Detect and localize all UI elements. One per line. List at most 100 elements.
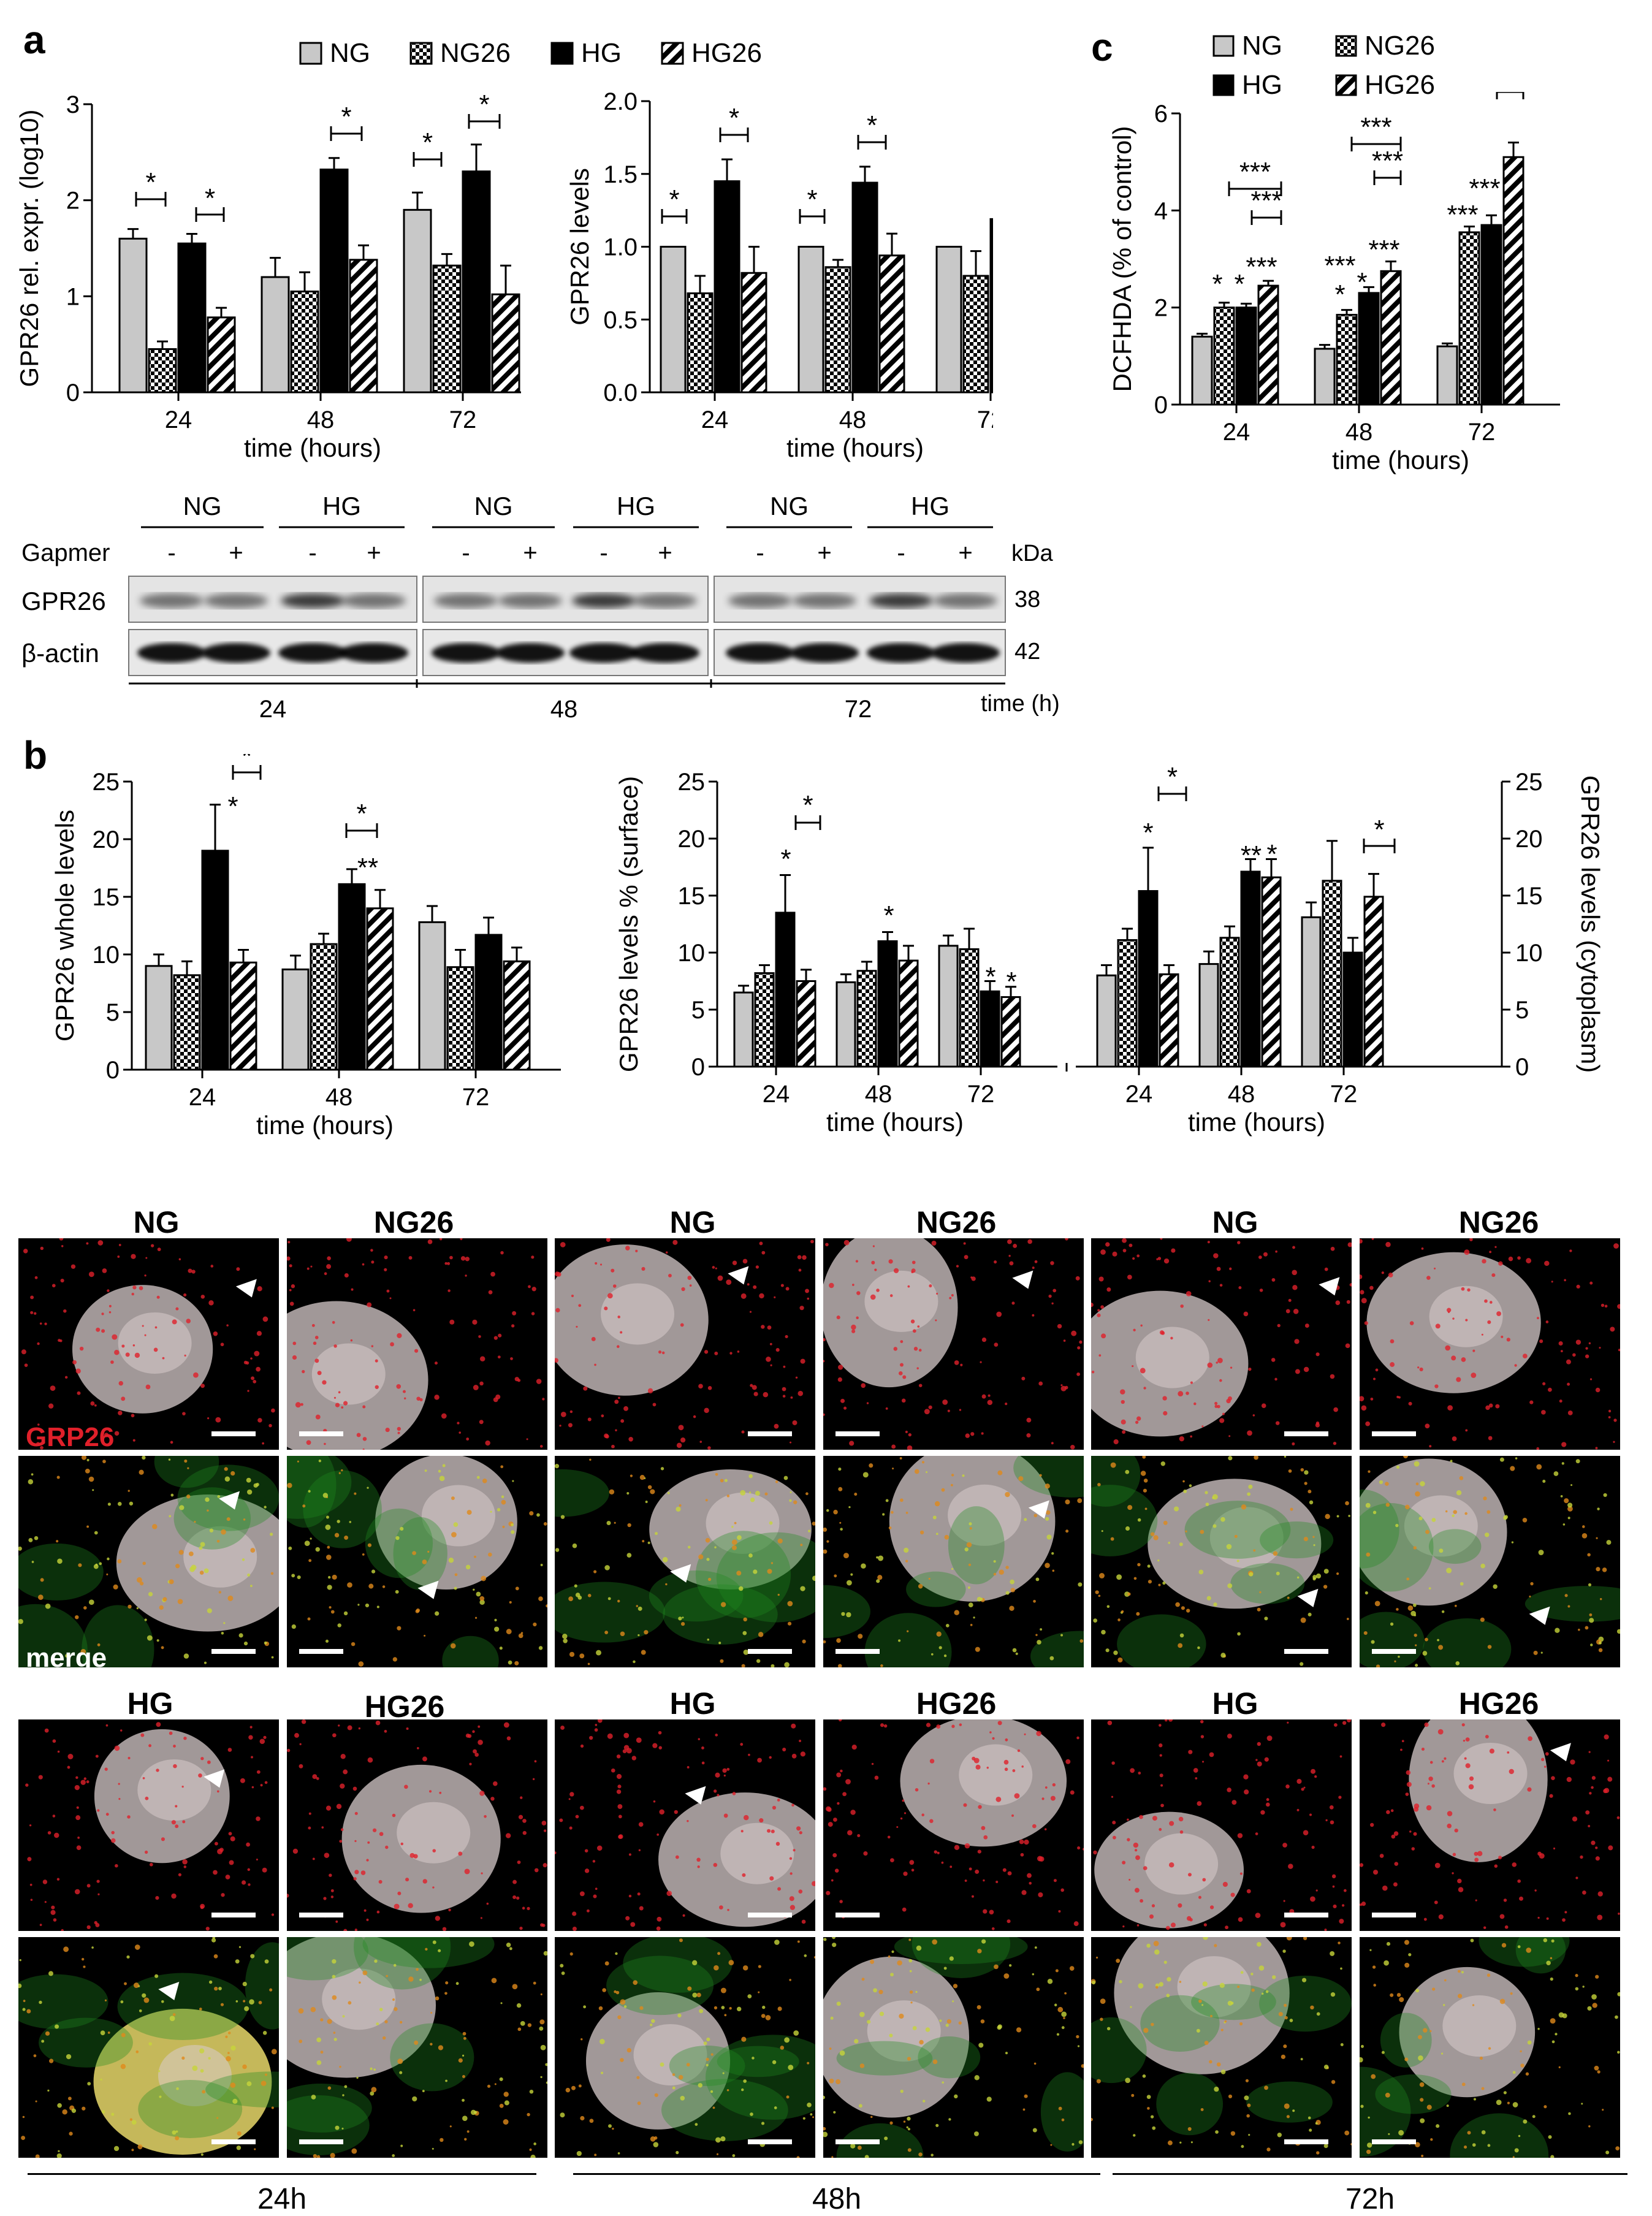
puncta bbox=[1303, 1830, 1309, 1835]
puncta bbox=[1615, 2015, 1618, 2019]
puncta bbox=[753, 1569, 758, 1574]
puncta bbox=[772, 1805, 777, 1810]
x-axis-label: time (hours) bbox=[1188, 1108, 1325, 1137]
puncta bbox=[1544, 2105, 1547, 2109]
puncta bbox=[176, 2087, 179, 2090]
puncta bbox=[790, 1491, 792, 1494]
puncta bbox=[434, 1361, 438, 1365]
x-axis-label: time (hours) bbox=[256, 1111, 394, 1140]
puncta bbox=[527, 2023, 532, 2027]
puncta bbox=[1534, 1889, 1537, 1892]
puncta bbox=[986, 1767, 989, 1769]
puncta bbox=[802, 2117, 805, 2120]
puncta bbox=[230, 2082, 236, 2088]
puncta bbox=[379, 2008, 383, 2011]
puncta bbox=[807, 2062, 810, 2065]
puncta bbox=[707, 1386, 712, 1390]
puncta bbox=[1152, 1816, 1157, 1821]
puncta bbox=[732, 2154, 736, 2157]
puncta bbox=[1390, 1809, 1394, 1813]
puncta bbox=[1581, 2103, 1583, 2105]
puncta bbox=[954, 2094, 958, 2099]
puncta bbox=[1247, 1492, 1251, 1496]
puncta bbox=[1325, 1514, 1330, 1520]
puncta bbox=[1537, 2028, 1540, 2030]
puncta bbox=[1189, 1917, 1193, 1922]
y-tick-label: 1 bbox=[66, 283, 80, 310]
puncta bbox=[1360, 1396, 1365, 1402]
puncta bbox=[1515, 1457, 1518, 1460]
puncta bbox=[256, 1859, 258, 1861]
puncta bbox=[1408, 1401, 1412, 1406]
puncta bbox=[337, 1623, 341, 1628]
puncta bbox=[804, 1954, 807, 1957]
puncta bbox=[142, 1993, 147, 1998]
puncta bbox=[849, 1441, 855, 1446]
significance-marker: * bbox=[1167, 762, 1178, 792]
puncta bbox=[1252, 1414, 1255, 1417]
puncta bbox=[95, 1754, 99, 1758]
puncta bbox=[1146, 2095, 1151, 2100]
puncta bbox=[80, 1648, 86, 1654]
puncta bbox=[1414, 1461, 1420, 1467]
puncta bbox=[791, 1803, 794, 1807]
gpr26-band bbox=[434, 593, 498, 608]
puncta bbox=[1143, 1387, 1146, 1390]
puncta bbox=[1567, 1382, 1570, 1386]
puncta bbox=[1472, 1349, 1475, 1352]
arrowhead-icon bbox=[158, 1981, 180, 2000]
puncta bbox=[1285, 1784, 1290, 1789]
puncta bbox=[1005, 1491, 1010, 1498]
puncta bbox=[949, 1956, 954, 1961]
micrograph-tile bbox=[18, 1937, 279, 2158]
puncta bbox=[808, 1529, 811, 1533]
puncta bbox=[21, 1349, 26, 1355]
puncta bbox=[516, 1896, 520, 1900]
puncta bbox=[1143, 1866, 1148, 1870]
puncta bbox=[1589, 1613, 1593, 1616]
puncta bbox=[1228, 2094, 1233, 2099]
puncta bbox=[854, 2039, 859, 2044]
puncta bbox=[899, 1456, 902, 1460]
puncta bbox=[481, 1872, 483, 1875]
puncta bbox=[1608, 1845, 1613, 1851]
puncta bbox=[565, 2087, 571, 2093]
puncta bbox=[1369, 1285, 1374, 1290]
puncta bbox=[642, 1540, 645, 1543]
puncta bbox=[474, 1753, 479, 1757]
y-tick-label: 2 bbox=[1154, 295, 1168, 322]
x-axis-label: time (hours) bbox=[786, 433, 924, 462]
puncta bbox=[1024, 1518, 1027, 1521]
actin-band bbox=[631, 643, 699, 663]
micrograph-image bbox=[555, 1719, 815, 1931]
puncta bbox=[1095, 1590, 1099, 1594]
puncta bbox=[416, 1968, 419, 1971]
puncta bbox=[696, 1992, 701, 1998]
puncta bbox=[183, 1653, 189, 1659]
puncta bbox=[1598, 1648, 1603, 1653]
puncta bbox=[362, 1405, 366, 1409]
puncta bbox=[623, 2005, 627, 2008]
puncta bbox=[1301, 1978, 1307, 1982]
puncta bbox=[149, 1862, 153, 1867]
puncta bbox=[888, 1526, 892, 1529]
kda-value-42: 42 bbox=[1014, 639, 1040, 664]
puncta bbox=[330, 2153, 335, 2158]
puncta bbox=[353, 1877, 357, 1881]
puncta bbox=[1097, 1483, 1101, 1487]
puncta bbox=[855, 1260, 859, 1263]
puncta bbox=[1077, 1346, 1081, 1350]
puncta bbox=[81, 1456, 87, 1460]
actin-band bbox=[790, 643, 859, 663]
puncta bbox=[145, 1796, 149, 1800]
puncta bbox=[789, 1979, 791, 1981]
micrograph-image bbox=[555, 1458, 815, 1667]
puncta bbox=[1021, 1890, 1027, 1895]
puncta bbox=[678, 1616, 682, 1621]
puncta bbox=[332, 1974, 336, 1979]
puncta bbox=[740, 1743, 744, 1746]
puncta bbox=[1487, 2144, 1491, 2147]
puncta bbox=[1283, 2044, 1287, 2049]
puncta bbox=[1370, 1397, 1374, 1401]
puncta bbox=[25, 1783, 29, 1787]
